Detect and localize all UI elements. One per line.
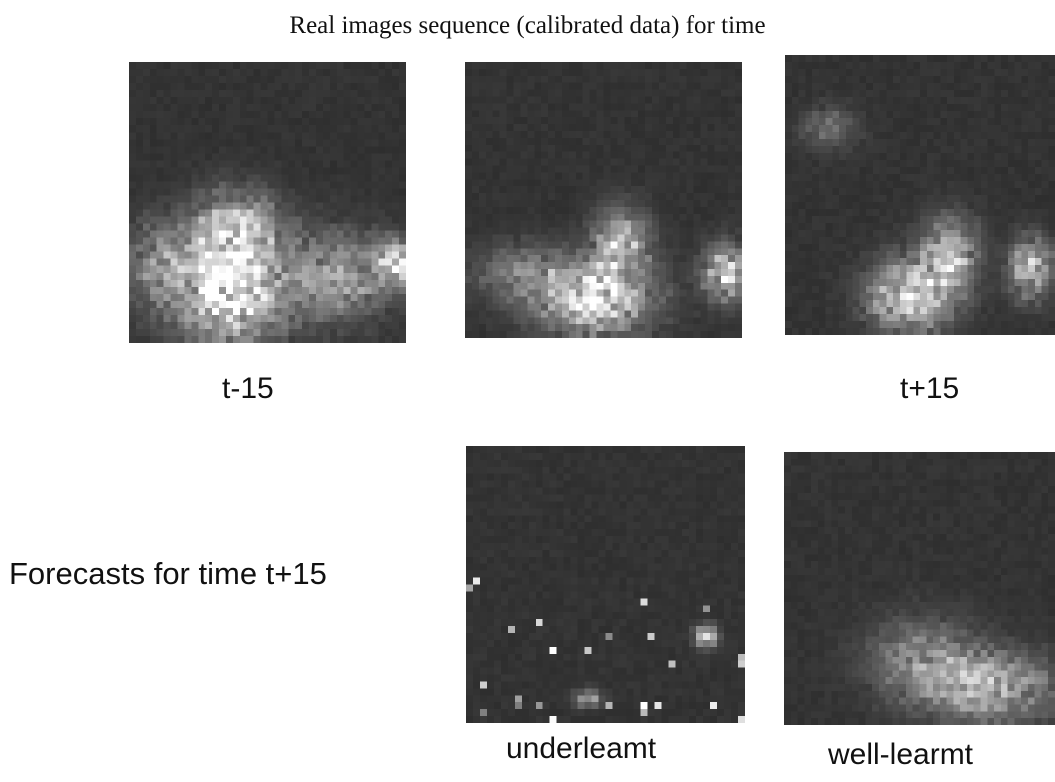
real-image-t-minus-15-pixels [129, 62, 406, 343]
figure-title: Real images sequence (calibrated data) f… [289, 12, 766, 39]
caption-underlearnt: underleamt [506, 732, 657, 765]
real-image-t [465, 62, 742, 338]
forecast-row-label: Forecasts for time t+15 [9, 556, 327, 591]
real-image-t-plus-15 [785, 55, 1055, 335]
caption-t-minus-15: t-15 [222, 372, 274, 405]
real-image-t-plus-15-pixels [785, 55, 1055, 335]
forecast-underlearnt [466, 446, 745, 723]
caption-t-plus-15: t+15 [900, 372, 960, 405]
forecast-welllearnt-pixels [784, 452, 1055, 725]
real-image-t-minus-15 [129, 62, 406, 343]
forecast-underlearnt-pixels [466, 446, 745, 723]
forecast-welllearnt [784, 452, 1055, 725]
caption-welllearnt: well-learmt [828, 738, 974, 771]
real-image-t-pixels [465, 62, 742, 338]
